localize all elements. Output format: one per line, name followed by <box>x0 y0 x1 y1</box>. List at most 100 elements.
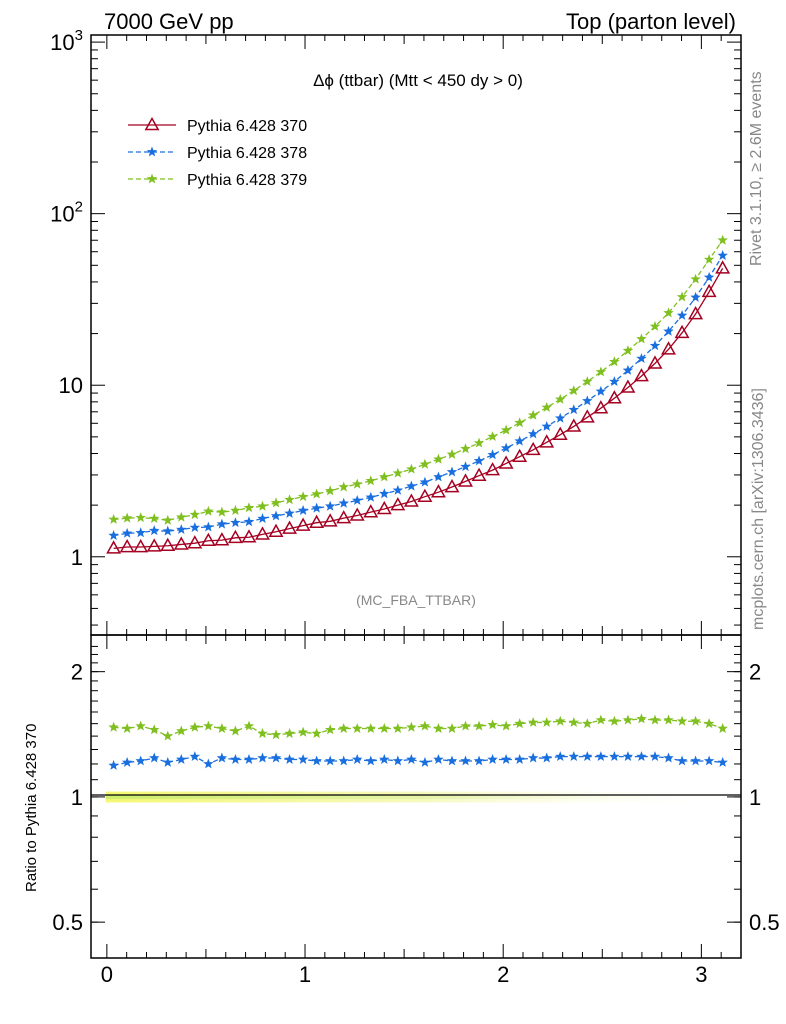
data-point <box>609 376 620 387</box>
data-point <box>379 488 390 499</box>
data-point <box>717 234 728 245</box>
legend-marker <box>146 146 158 157</box>
data-point <box>555 751 566 762</box>
data-point <box>473 720 485 731</box>
data-point <box>688 305 704 320</box>
data-point <box>690 291 701 302</box>
data-point <box>674 324 690 339</box>
data-point <box>255 526 270 540</box>
data-point <box>284 754 295 764</box>
data-point <box>108 530 119 540</box>
data-point <box>582 718 593 729</box>
data-point <box>176 524 187 535</box>
data-point <box>282 520 298 534</box>
data-point <box>406 480 417 491</box>
data-point <box>460 443 471 454</box>
series-line <box>113 755 723 767</box>
data-point <box>527 716 539 727</box>
data-point <box>690 273 701 284</box>
data-point <box>620 379 636 393</box>
data-point <box>568 716 580 727</box>
data-point <box>379 471 390 482</box>
data-point <box>216 506 228 517</box>
data-point <box>663 752 674 763</box>
data-point <box>649 751 661 762</box>
data-point <box>514 754 525 764</box>
data-point <box>187 535 203 549</box>
data-point <box>609 751 620 762</box>
data-point <box>379 723 390 733</box>
data-point <box>365 491 376 502</box>
data-point <box>487 449 498 460</box>
data-point <box>541 401 552 412</box>
data-point <box>539 434 555 448</box>
data-point <box>121 512 133 523</box>
data-point <box>444 478 460 493</box>
data-point <box>203 505 214 516</box>
data-point <box>717 250 728 260</box>
data-point <box>121 527 133 538</box>
data-point <box>595 385 607 396</box>
data-point <box>173 536 189 550</box>
ratio-y-axis-label: Ratio to Pythia 6.428 370 <box>23 724 40 892</box>
data-point <box>541 716 552 727</box>
data-point <box>311 488 322 499</box>
y-tick-label-right: 1 <box>749 785 761 810</box>
data-point <box>230 754 241 764</box>
data-point <box>417 488 433 502</box>
data-point <box>230 725 241 736</box>
data-point <box>297 726 309 737</box>
data-point <box>119 538 135 553</box>
data-point <box>703 755 715 766</box>
data-point <box>582 751 593 762</box>
data-point <box>203 758 214 769</box>
x-tick-label: 0 <box>101 962 113 987</box>
data-point <box>649 340 661 351</box>
series-pythia-6-428-370 <box>106 260 731 554</box>
data-point <box>257 752 268 763</box>
series-pythia-6-428-379 <box>108 234 728 525</box>
data-point <box>701 283 717 298</box>
data-point <box>257 500 268 511</box>
data-point <box>336 510 352 524</box>
data-point <box>176 725 187 736</box>
data-point <box>460 755 471 766</box>
data-point <box>703 254 715 265</box>
y-tick-label: 1 <box>71 785 83 810</box>
x-tick-label: 3 <box>695 962 707 987</box>
data-point <box>176 754 187 764</box>
x-tick-label: 2 <box>497 962 509 987</box>
data-point <box>200 532 216 547</box>
data-point <box>135 755 146 766</box>
data-point <box>458 473 473 487</box>
data-point <box>403 493 419 507</box>
data-point <box>406 754 417 764</box>
data-point <box>717 723 728 733</box>
data-point <box>270 729 282 740</box>
data-point <box>487 754 498 764</box>
data-point <box>430 484 446 498</box>
data-point <box>471 467 487 481</box>
data-point <box>338 497 349 508</box>
data-point <box>500 720 512 731</box>
data-point <box>555 393 566 404</box>
data-point <box>352 478 363 489</box>
plot-title: Δϕ (ttbar) (Mtt < 450 dy > 0) <box>313 71 523 90</box>
series-line <box>113 718 723 737</box>
legend-entry-pythia-6-428-378: Pythia 6.428 378 <box>128 145 307 162</box>
data-point <box>514 718 525 729</box>
series-line <box>113 255 724 537</box>
data-point <box>227 529 243 544</box>
data-point <box>203 720 214 731</box>
series-line <box>113 268 724 549</box>
data-point <box>649 714 661 725</box>
y-tick-label-right: 0.5 <box>749 910 780 935</box>
data-point <box>148 724 160 735</box>
ratio-band-inner <box>105 794 731 800</box>
data-point <box>406 463 417 474</box>
data-point <box>582 376 593 387</box>
data-point <box>133 538 149 553</box>
data-point <box>446 723 458 733</box>
data-point <box>365 755 376 766</box>
data-point <box>568 751 580 762</box>
